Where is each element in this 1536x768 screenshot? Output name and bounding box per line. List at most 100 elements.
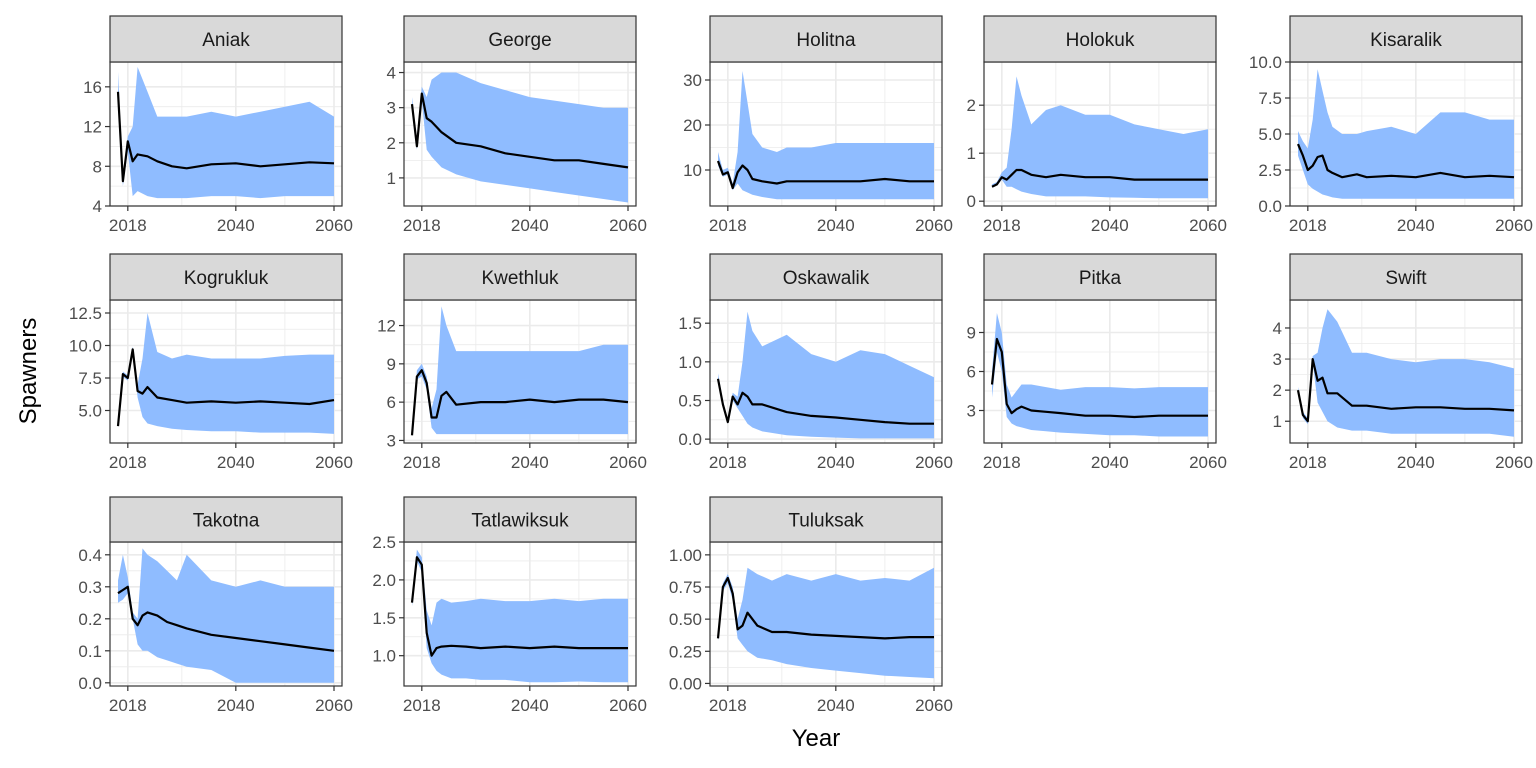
y-tick-label: 0.50 [669, 610, 702, 629]
facet-strip [403, 253, 637, 301]
x-tick-label: 2018 [1289, 216, 1327, 235]
uncertainty-ribbon [1298, 69, 1514, 199]
y-tick-label: 3 [967, 402, 976, 421]
x-tick-label: 2018 [709, 216, 747, 235]
facet-george: George 1 2 3 4 2018 2040 2060 [387, 15, 647, 235]
y-tick-label: 20 [683, 116, 702, 135]
y-tick-label: 1.0 [678, 353, 702, 372]
median-line [1296, 358, 1515, 423]
y-tick-label: 3 [387, 431, 396, 450]
median-line [410, 92, 629, 169]
x-tick-label: 2018 [109, 216, 147, 235]
facet-strip [709, 496, 943, 543]
x-tick-label: 2040 [511, 453, 549, 472]
x-tick-label: 2040 [1397, 216, 1435, 235]
y-tick-label: 4 [387, 64, 396, 83]
x-tick-label: 2040 [217, 216, 255, 235]
y-tick-label: 3 [1273, 350, 1282, 369]
median-line [991, 168, 1208, 188]
facet-strip [709, 15, 943, 63]
y-tick-label: 1.5 [678, 314, 702, 333]
x-tick-label: 2018 [403, 216, 441, 235]
x-tick-label: 2040 [511, 696, 549, 715]
facet-strip-label: Holitna [796, 30, 856, 51]
y-tick-label: 3 [387, 99, 396, 118]
facet-takotna: Takotna 0.0 0.1 0.2 0.3 0.4 2018 2040 2060 [78, 496, 353, 715]
x-tick-label: 2060 [915, 696, 953, 715]
y-tick-label: 5.0 [1258, 125, 1282, 144]
median-line [116, 348, 335, 427]
facet-strip-label: Takotna [193, 511, 260, 532]
facet-oskawalik: Oskawalik 0.0 0.5 1.0 1.5 2018 2040 2060 [678, 253, 953, 472]
uncertainty-ribbon [118, 548, 334, 683]
facet-strip [1289, 253, 1523, 301]
median-line [990, 337, 1208, 419]
median-line [116, 91, 335, 183]
facet-strip-label: Kogrukluk [184, 268, 269, 289]
y-axis-title: Spawners [15, 318, 42, 425]
median-line [117, 585, 335, 652]
y-tick-label: 7.5 [78, 369, 102, 388]
facet-strip-label: Kwethluk [481, 268, 559, 289]
facet-kisaralik: Kisaralik 0.0 2.5 5.0 7.5 10.0 2018 2040 2060 [1249, 15, 1533, 235]
y-tick-label: 0.5 [678, 391, 702, 410]
x-tick-label: 2018 [709, 696, 747, 715]
median-line [716, 160, 934, 190]
x-tick-label: 2040 [511, 216, 549, 235]
y-tick-label: 0.0 [1258, 197, 1282, 216]
y-tick-label: 1.00 [669, 546, 702, 565]
uncertainty-ribbon [412, 72, 628, 203]
y-tick-label: 1 [967, 144, 976, 163]
x-tick-label: 2060 [315, 696, 353, 715]
x-tick-label: 2018 [983, 216, 1021, 235]
y-tick-label: 5.0 [78, 402, 102, 421]
x-tick-label: 2060 [1495, 453, 1533, 472]
x-tick-label: 2060 [1189, 216, 1227, 235]
y-tick-label: 7.5 [1258, 89, 1282, 108]
y-tick-label: 6 [967, 363, 976, 382]
median-line [716, 576, 934, 640]
facet-strip [1289, 15, 1523, 63]
x-tick-label: 2060 [609, 216, 647, 235]
uncertainty-ribbon [992, 313, 1208, 437]
facet-strip [709, 253, 943, 301]
y-tick-label: 12 [83, 118, 102, 137]
y-tick-label: 4 [93, 197, 102, 216]
y-tick-label: 1.5 [372, 609, 396, 628]
facet-strip-label: Holokuk [1066, 30, 1135, 51]
facet-kogrukluk: Kogrukluk 5.0 7.5 10.0 12.5 2018 2040 2060 [69, 253, 353, 472]
y-tick-label: 0.2 [78, 610, 102, 629]
facet-strip-label: Pitka [1079, 268, 1122, 289]
facet-aniak: Aniak 4 8 12 16 2018 2040 2060 [83, 15, 353, 235]
facet-strip [983, 15, 1217, 63]
facet-strip-label: Tuluksak [788, 511, 864, 532]
y-tick-label: 12.5 [69, 304, 102, 323]
facet-strip [983, 253, 1217, 301]
median-line [410, 556, 628, 657]
facet-strip-label: Kisaralik [1370, 30, 1442, 51]
facet-holitna: Holitna 10 20 30 2018 2040 2060 [683, 15, 953, 235]
x-tick-label: 2060 [609, 696, 647, 715]
y-tick-label: 2.5 [372, 533, 396, 552]
facet-strip [109, 15, 343, 63]
median-line [1296, 143, 1515, 179]
y-tick-label: 2.5 [1258, 161, 1282, 180]
x-tick-label: 2018 [403, 696, 441, 715]
median-line [410, 369, 629, 436]
facet-strip-label: George [488, 30, 551, 51]
y-tick-label: 0.00 [669, 674, 702, 693]
y-tick-label: 30 [683, 71, 702, 90]
x-tick-label: 2018 [1289, 453, 1327, 472]
x-tick-label: 2018 [109, 696, 147, 715]
x-tick-label: 2040 [817, 453, 855, 472]
x-tick-label: 2040 [1397, 453, 1435, 472]
x-tick-label: 2060 [1189, 453, 1227, 472]
uncertainty-ribbon [118, 313, 334, 434]
facet-strip [403, 496, 637, 543]
y-tick-label: 2 [387, 134, 396, 153]
y-tick-label: 0.1 [78, 642, 102, 661]
y-tick-label: 2 [1273, 381, 1282, 400]
facet-strip-label: Swift [1385, 268, 1427, 289]
